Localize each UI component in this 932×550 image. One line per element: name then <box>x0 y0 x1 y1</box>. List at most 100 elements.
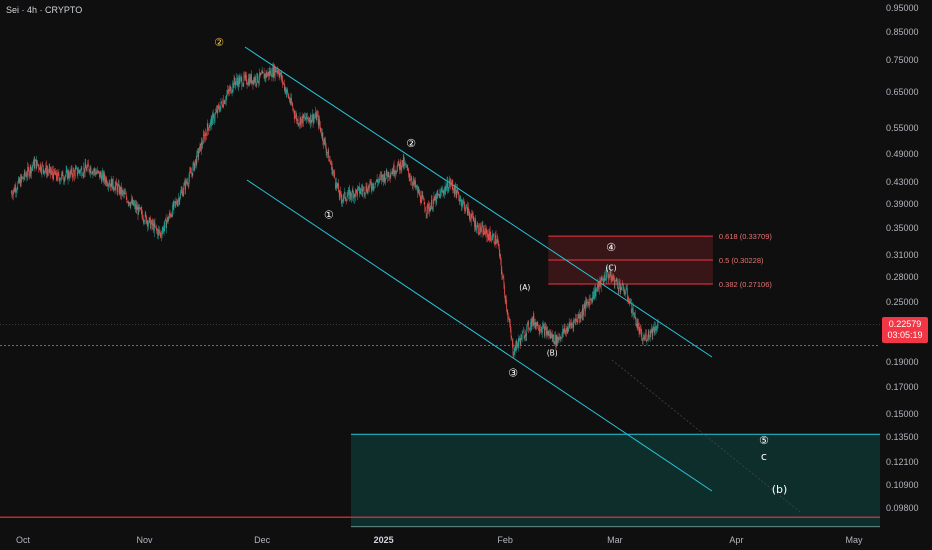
candle-body <box>402 160 403 166</box>
candle-body <box>529 329 530 330</box>
candle-body <box>302 116 303 124</box>
candle-body <box>404 162 406 165</box>
candle-body <box>275 68 277 73</box>
candle-body <box>19 179 21 183</box>
candle-body <box>319 125 321 128</box>
candle-body <box>27 166 29 169</box>
candle-body <box>137 207 138 210</box>
candle-body <box>315 112 316 117</box>
candle-body <box>180 191 182 193</box>
candle-body <box>483 228 484 236</box>
candle-body <box>392 171 394 174</box>
candle-body <box>327 152 328 154</box>
candle-body <box>98 171 100 172</box>
candle-body <box>189 171 191 173</box>
candle-body <box>37 164 39 166</box>
candle-body <box>490 235 492 241</box>
candle-body <box>280 72 282 79</box>
candle-body <box>414 181 416 185</box>
time-axis[interactable]: Oct Nov Dec 2025 Feb Mar Apr May <box>0 530 880 550</box>
candle-body <box>373 187 375 189</box>
candle-body <box>48 168 50 173</box>
candle-body <box>360 188 362 192</box>
candle-body <box>590 298 592 301</box>
candle-body <box>357 187 359 189</box>
candle-body <box>22 177 23 179</box>
candle-body <box>427 204 429 205</box>
candle-body <box>414 179 415 185</box>
candle-body <box>40 164 41 171</box>
candle-body <box>587 301 588 304</box>
candle-body <box>466 204 468 215</box>
candle-body <box>174 201 176 203</box>
candle-body <box>160 233 162 236</box>
candle-body <box>473 219 475 222</box>
candle-body <box>404 162 405 166</box>
candle-body <box>314 117 315 118</box>
candle-body <box>25 175 26 176</box>
candle-body <box>640 329 642 332</box>
candle-body <box>248 78 249 85</box>
candle-body <box>578 314 580 319</box>
candle-body <box>69 176 70 178</box>
price-chart[interactable]: 0.618 (0.33709) 0.5 (0.30228) 0.382 (0.271… <box>0 0 880 530</box>
candle-body <box>59 178 60 182</box>
candle-body <box>79 171 81 173</box>
candle-body <box>423 198 424 200</box>
candle-body <box>220 101 222 107</box>
candle-body <box>655 326 656 331</box>
candle-body <box>238 77 239 87</box>
candle-body <box>372 183 374 189</box>
candle-body <box>463 200 464 203</box>
candle-body <box>308 120 310 121</box>
candle-body <box>467 207 469 215</box>
candle-body <box>557 336 559 340</box>
candle-body <box>305 119 307 120</box>
candle-body <box>218 106 219 107</box>
candle-body <box>637 323 639 328</box>
chart-canvas[interactable]: 0.618 (0.33709) 0.5 (0.30228) 0.382 (0.271… <box>0 0 880 530</box>
candle-body <box>599 279 601 283</box>
candle-body <box>76 167 78 175</box>
candle-body <box>104 173 105 180</box>
channel-upper-line <box>244 46 713 358</box>
candle-body <box>627 288 628 298</box>
candle-body <box>558 338 560 340</box>
candle-body <box>48 171 49 173</box>
candle-body <box>583 304 585 309</box>
candle-body <box>495 235 497 244</box>
candle-body <box>36 160 38 169</box>
candle-body <box>134 203 136 205</box>
candle-body <box>381 175 382 180</box>
candle-body <box>136 205 137 210</box>
candle-body <box>151 220 153 224</box>
candle-body <box>531 317 533 328</box>
candle-body <box>596 288 597 290</box>
candle-body <box>495 235 496 245</box>
candle-body <box>39 164 41 170</box>
candle-body <box>648 331 650 337</box>
candle-body <box>386 169 388 175</box>
candle-body <box>629 301 631 303</box>
candle-body <box>140 209 142 211</box>
candle-body <box>448 189 449 191</box>
candle-body <box>281 75 283 79</box>
candle-body <box>28 168 30 176</box>
candle-body <box>144 221 145 223</box>
candle-body <box>323 140 324 145</box>
candle-body <box>68 171 70 177</box>
candle-body <box>17 182 19 189</box>
price-axis-tick: 0.75000 <box>886 55 919 66</box>
candle-body <box>148 218 150 224</box>
candle-body <box>435 196 437 204</box>
price-axis[interactable]: 0.95000 0.85000 0.75000 0.65000 0.55000 0.490… <box>880 0 932 530</box>
candle-body <box>55 170 56 176</box>
candle-body <box>498 243 499 247</box>
candle-body <box>282 75 283 83</box>
candle-body <box>33 160 34 166</box>
candle-body <box>149 217 151 219</box>
candle-body <box>647 338 648 341</box>
candle-body <box>476 226 478 230</box>
candle-body <box>217 106 218 113</box>
candle-body <box>53 169 55 180</box>
